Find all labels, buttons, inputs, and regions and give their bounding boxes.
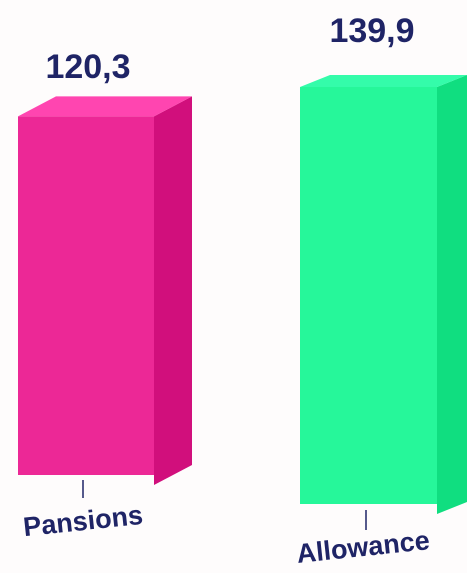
bars bbox=[18, 75, 467, 514]
category-label: Allowance bbox=[295, 525, 431, 569]
bar-allowance bbox=[300, 75, 467, 514]
bar-pansions bbox=[18, 96, 192, 486]
bar-front-face bbox=[18, 116, 154, 476]
bar-side-face bbox=[154, 96, 192, 486]
value-label: 120,3 bbox=[45, 48, 130, 86]
category-label: Pansions bbox=[22, 500, 145, 542]
value-label: 139,9 bbox=[329, 12, 414, 50]
bar-top-face bbox=[300, 75, 467, 87]
bar-side-face bbox=[437, 75, 467, 514]
bar-front-face bbox=[300, 87, 437, 504]
bar-top-face bbox=[18, 96, 192, 117]
